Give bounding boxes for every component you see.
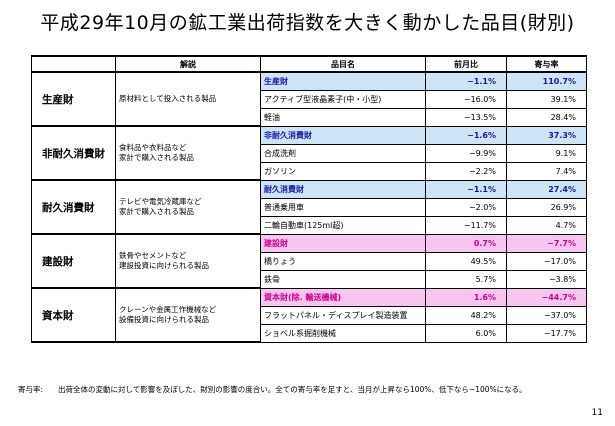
mom-value: −9.9%	[425, 143, 507, 163]
table-row: ガソリン −2.2% 7.4%	[32, 161, 587, 181]
table-row: アクティブ型液晶素子(中・小型) −16.0% 39.1%	[32, 89, 587, 109]
desc-line: テレビや電気冷蔵庫など 家計で購入される製品	[119, 197, 202, 216]
contrib-value: 28.4%	[506, 107, 587, 127]
desc-line: 鉄骨やセメントなど 建設投資に向けられる製品	[119, 251, 209, 270]
mom-value: −1.1%	[425, 71, 507, 91]
item-name: 資本財(除. 輸送機械)	[260, 287, 426, 307]
footnote: 寄与率: 出荷全体の変動に対して影響を及ぼした、財別の影響の度合い。全ての寄与率を…	[18, 384, 598, 395]
mom-value: −1.1%	[425, 179, 507, 199]
contrib-value: 39.1%	[506, 89, 587, 109]
category-label: 生産財	[31, 71, 116, 127]
page-title: 平成29年10月の鉱工業出荷指数を大きく動かした品目(財別)	[40, 12, 575, 34]
header-desc: 解説	[115, 55, 261, 73]
table-row: 資本財 クレーンや金属工作機械など 設備投資に向けられる製品 資本財(除. 輸送…	[31, 287, 587, 343]
header-item: 品目名	[260, 55, 426, 73]
table-row: 耐久消費財 テレビや電気冷蔵庫など 家計で購入される製品 耐久消費財 −1.1%…	[31, 179, 587, 235]
footnote-label: 寄与率:	[18, 385, 44, 394]
contrib-value: −7.7%	[506, 233, 587, 253]
contrib-value: −37.0%	[506, 305, 587, 325]
category-label: 資本財	[31, 287, 116, 343]
mom-value: 5.7%	[425, 269, 507, 289]
footnote-text: 出荷全体の変動に対して影響を及ぼした、財別の影響の度合い。全ての寄与率を足すと、…	[58, 385, 527, 394]
table-row: 建設財 鉄骨やセメントなど 建設投資に向けられる製品 建設財 0.7% −7.7…	[31, 233, 587, 289]
mom-value: −11.7%	[425, 215, 507, 235]
header-contrib: 寄与率	[506, 55, 587, 73]
item-name: 二輪自動車(125ml超)	[260, 215, 426, 235]
contrib-value: 27.4%	[506, 179, 587, 199]
item-name: 非耐久消費財	[260, 125, 426, 145]
item-name: 鉄骨	[260, 269, 426, 289]
contrib-value: 9.1%	[506, 143, 587, 163]
category-desc: 食料品や衣料品など 家計で購入される製品	[115, 125, 261, 181]
mom-value: 0.7%	[425, 233, 507, 253]
contrib-value: 37.3%	[506, 125, 587, 145]
item-name: 普通乗用車	[260, 197, 426, 217]
mom-value: 6.0%	[425, 323, 507, 343]
desc-line: クレーンや金属工作機械など 設備投資に向けられる製品	[119, 305, 217, 324]
contrib-value: −17.7%	[506, 323, 587, 343]
table-row: 二輪自動車(125ml超) −11.7% 4.7%	[32, 215, 587, 235]
page-number: 11	[591, 408, 603, 418]
category-desc: 鉄骨やセメントなど 建設投資に向けられる製品	[115, 233, 261, 289]
item-name: 耐久消費財	[260, 179, 426, 199]
item-name: アクティブ型液晶素子(中・小型)	[260, 89, 426, 109]
desc-line: 食料品や衣料品など 家計で購入される製品	[119, 143, 194, 162]
shipment-table: 解説 品目名 前月比 寄与率 生産財 原材料として投入される製品 生産財 −1.…	[31, 55, 587, 343]
contrib-value: 110.7%	[506, 71, 587, 91]
contrib-value: 7.4%	[506, 161, 587, 181]
category-label: 非耐久消費財	[31, 125, 116, 181]
mom-value: −16.0%	[425, 89, 507, 109]
table-row: 生産財 原材料として投入される製品 生産財 −1.1% 110.7%	[31, 71, 587, 127]
header-mom: 前月比	[425, 55, 507, 73]
category-label: 建設財	[31, 233, 116, 289]
table-row: 非耐久消費財 食料品や衣料品など 家計で購入される製品 非耐久消費財 −1.6%…	[31, 125, 587, 181]
header-category	[31, 55, 116, 73]
mom-value: −13.5%	[425, 107, 507, 127]
contrib-value: 4.7%	[506, 215, 587, 235]
item-name: フラットパネル・ディスプレイ製造装置	[260, 305, 426, 325]
contrib-value: −17.0%	[506, 251, 587, 271]
category-desc: 原材料として投入される製品	[115, 71, 261, 127]
mom-value: 49.5%	[425, 251, 507, 271]
item-name: ガソリン	[260, 161, 426, 181]
item-name: 軽油	[260, 107, 426, 127]
category-desc: テレビや電気冷蔵庫など 家計で購入される製品	[115, 179, 261, 235]
mom-value: −1.6%	[425, 125, 507, 145]
item-name: 生産財	[260, 71, 426, 91]
mom-value: 1.6%	[425, 287, 507, 307]
contrib-value: −3.8%	[506, 269, 587, 289]
category-label: 耐久消費財	[31, 179, 116, 235]
table-row: 鉄骨 5.7% −3.8%	[32, 269, 587, 289]
item-name: 橋りょう	[260, 251, 426, 271]
category-desc: クレーンや金属工作機械など 設備投資に向けられる製品	[115, 287, 261, 343]
table-row: 合成洗剤 −9.9% 9.1%	[32, 143, 587, 163]
contrib-value: 26.9%	[506, 197, 587, 217]
item-name: 合成洗剤	[260, 143, 426, 163]
table-header-row: 解説 品目名 前月比 寄与率	[31, 55, 587, 73]
mom-value: 48.2%	[425, 305, 507, 325]
item-name: 建設財	[260, 233, 426, 253]
mom-value: −2.2%	[425, 161, 507, 181]
table-row: ショベル系掘削機械 6.0% −17.7%	[32, 323, 587, 343]
item-name: ショベル系掘削機械	[260, 323, 426, 343]
contrib-value: −44.7%	[506, 287, 587, 307]
mom-value: −2.0%	[425, 197, 507, 217]
